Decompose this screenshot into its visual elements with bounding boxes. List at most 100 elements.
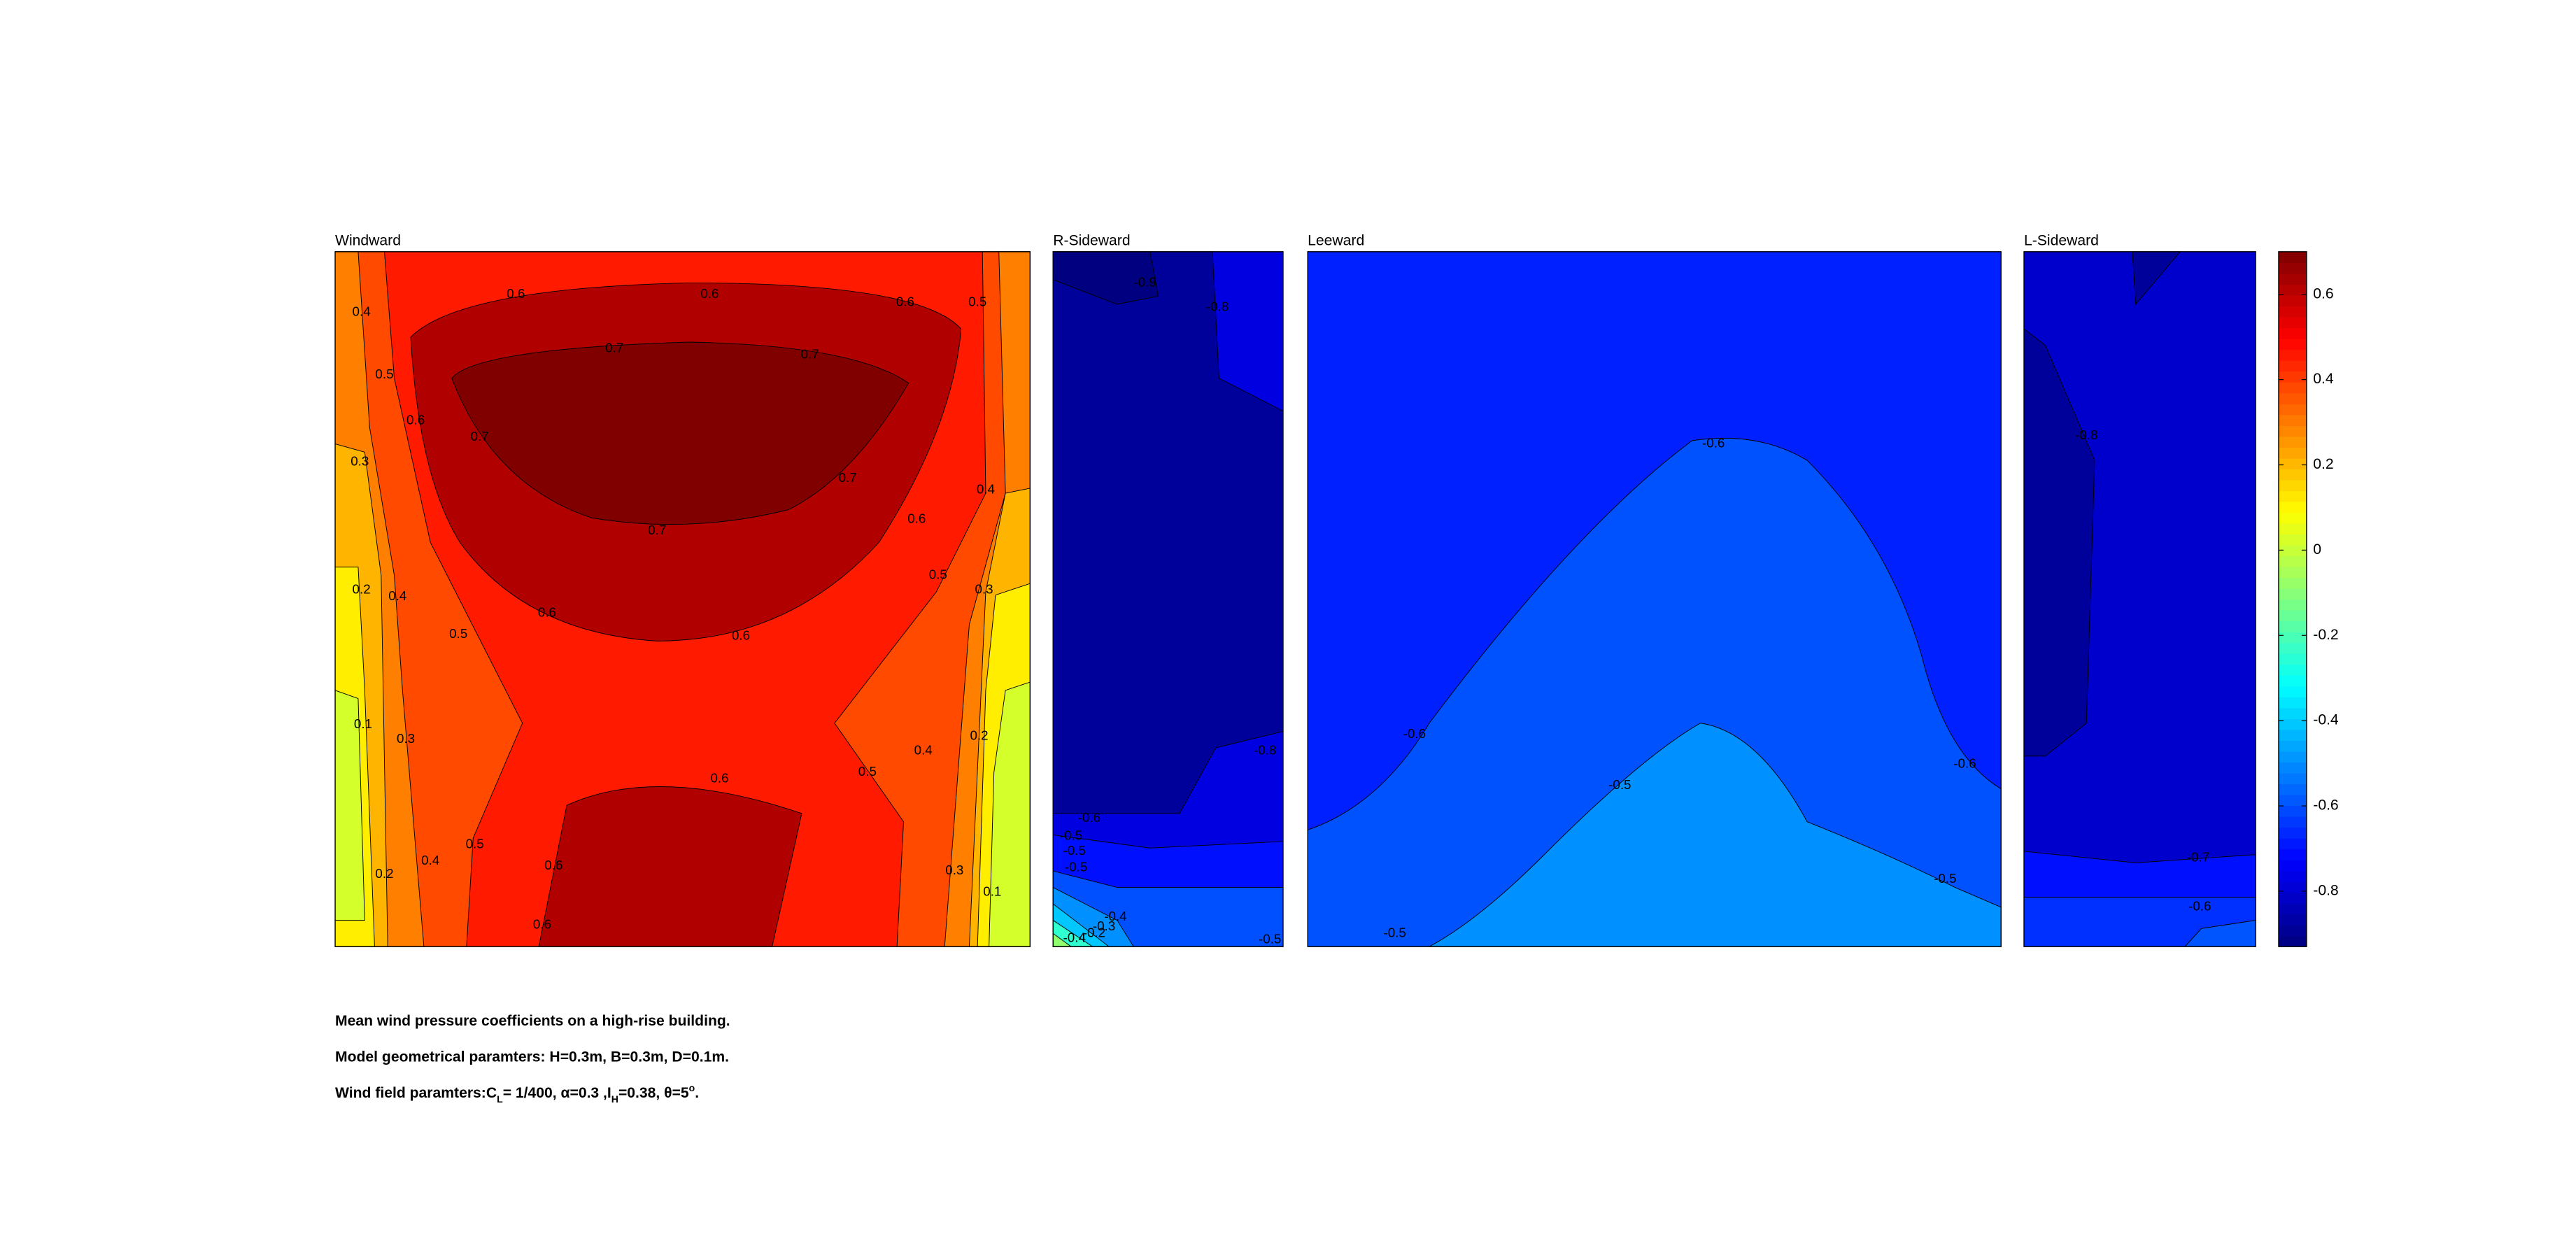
panel-title: Leeward [1308, 232, 1364, 248]
panel-title: Windward [335, 232, 401, 248]
colorbar-swatch [2278, 620, 2307, 632]
colorbar-swatch [2278, 740, 2307, 752]
contour-label: 0.6 [533, 917, 551, 932]
colorbar-swatch [2278, 794, 2307, 807]
colorbar-swatch [2278, 436, 2307, 448]
colorbar: 0.6 0.4 0.2 0 -0.2 -0.4 -0.6 -0.8 [2278, 251, 2339, 947]
caption: Model geometrical paramters: H=0.3m, B=0… [335, 1049, 729, 1065]
contour-label: 0.5 [466, 836, 484, 851]
contour-label: 0.6 [732, 627, 750, 642]
colorbar-swatch [2278, 707, 2307, 719]
contour-label: 0.6 [538, 604, 556, 619]
colorbar-swatch [2278, 327, 2307, 339]
colorbar-swatch [2278, 404, 2307, 416]
contour-region [451, 341, 910, 525]
colorbar-swatch [2278, 729, 2307, 741]
contour-labels: 0.4 0.5 0.6 0.3 0.6 0.6 0.6 0.5 0.7 0.7 0.7 0.7 0.7 0… [351, 274, 2211, 946]
colorbar-swatch [2278, 371, 2307, 383]
colorbar-swatch [2278, 425, 2307, 437]
colorbar-tick-label: 0 [2313, 541, 2321, 558]
contour-label: 0.7 [471, 429, 489, 444]
contour-label: -0.5 [1060, 828, 1082, 843]
contour-label: 0.6 [710, 771, 728, 786]
colorbar-swatch [2278, 349, 2307, 361]
caption: Wind field paramters:CL= 1/400, α=0.3 ,I… [335, 1082, 699, 1105]
colorbar-swatch [2278, 490, 2307, 502]
colorbar-swatch [2278, 751, 2307, 763]
contour-label: 0.7 [839, 470, 857, 485]
colorbar-swatch [2278, 664, 2307, 676]
contour-label: 0.3 [351, 453, 369, 468]
colorbar-swatch [2278, 859, 2307, 872]
contour-label: 0.5 [929, 567, 947, 581]
contour-label: 0.7 [605, 340, 623, 355]
contour-label: -0.6 [1702, 436, 1725, 451]
colorbar-swatch [2278, 718, 2307, 730]
colorbar-tick-label: 0.2 [2313, 456, 2333, 472]
contour-label: 0.5 [968, 295, 986, 309]
panel-frame [1307, 251, 2002, 947]
colorbar-swatch [2278, 609, 2307, 622]
colorbar-swatch [2278, 447, 2307, 459]
contour-label: -0.5 [1065, 859, 1087, 874]
contour-label: 0.1 [983, 884, 1001, 899]
contour-label: 0.6 [544, 858, 562, 872]
contour-label: 0.3 [945, 863, 963, 877]
colorbar-swatch [2278, 632, 2307, 644]
colorbar-swatch [2278, 544, 2307, 557]
colorbar-swatch [2278, 805, 2307, 817]
colorbar-swatch [2278, 295, 2307, 307]
colorbar-swatch [2278, 262, 2307, 274]
panel-title: R-Sideward [1053, 232, 1130, 248]
colorbar-swatch [2278, 251, 2307, 264]
l-sideward-panel: L-Sideward [2023, 232, 2256, 947]
caption-subscript: L [497, 1093, 503, 1105]
colorbar-frame [2278, 251, 2307, 947]
contour-label: 0.7 [801, 347, 819, 362]
colorbar-swatch [2278, 501, 2307, 513]
contour-label: -0.4 [1104, 909, 1126, 923]
colorbar-swatch [2278, 284, 2307, 296]
panel-frame [2023, 251, 2256, 947]
contour-label: -0.5 [1063, 843, 1086, 858]
colorbar-swatch [2278, 360, 2307, 372]
colorbar-swatch [2278, 414, 2307, 426]
colorbar-swatch [2278, 925, 2307, 937]
contour-label: -0.6 [1403, 726, 1426, 741]
colorbar-swatch [2278, 914, 2307, 926]
colorbar-tick-label: 0.4 [2313, 371, 2334, 387]
colorbar-swatch [2278, 338, 2307, 350]
colorbar-swatch [2278, 534, 2307, 546]
r-sideward-panel: R-Sideward [1052, 232, 1284, 947]
panel-frame [1052, 251, 1284, 947]
contour-label: 0.4 [421, 853, 439, 867]
leeward-panel: Leeward [1307, 232, 2002, 947]
caption-part: . [695, 1085, 699, 1101]
caption-superscript: o [689, 1082, 695, 1093]
colorbar-swatch [2278, 849, 2307, 860]
contour-label: -0.8 [2075, 427, 2097, 442]
contour-region [538, 786, 802, 947]
colorbar-swatch [2278, 870, 2307, 882]
colorbar-swatch [2278, 935, 2307, 947]
colorbar-swatch [2278, 881, 2307, 893]
colorbar-swatch [2278, 523, 2307, 535]
contour-label: -0.5 [1934, 871, 1956, 886]
colorbar-swatch [2278, 762, 2307, 774]
colorbar-swatch [2278, 555, 2307, 567]
caption-part: Wind field paramters:C [335, 1085, 497, 1101]
contour-region [1307, 437, 2002, 947]
contour-label: -0.7 [2187, 849, 2209, 864]
contour-label: 0.3 [975, 582, 993, 597]
colorbar-swatch [2278, 306, 2307, 318]
colorbar-swatch [2278, 783, 2307, 795]
colorbar-swatch [2278, 675, 2307, 687]
contour-label: -0.5 [1383, 925, 1406, 939]
contour-label: 0.5 [858, 764, 877, 779]
contour-label: 0.6 [406, 413, 425, 427]
caption-subscript: H [611, 1093, 618, 1105]
contour-label: 0.7 [648, 523, 666, 537]
